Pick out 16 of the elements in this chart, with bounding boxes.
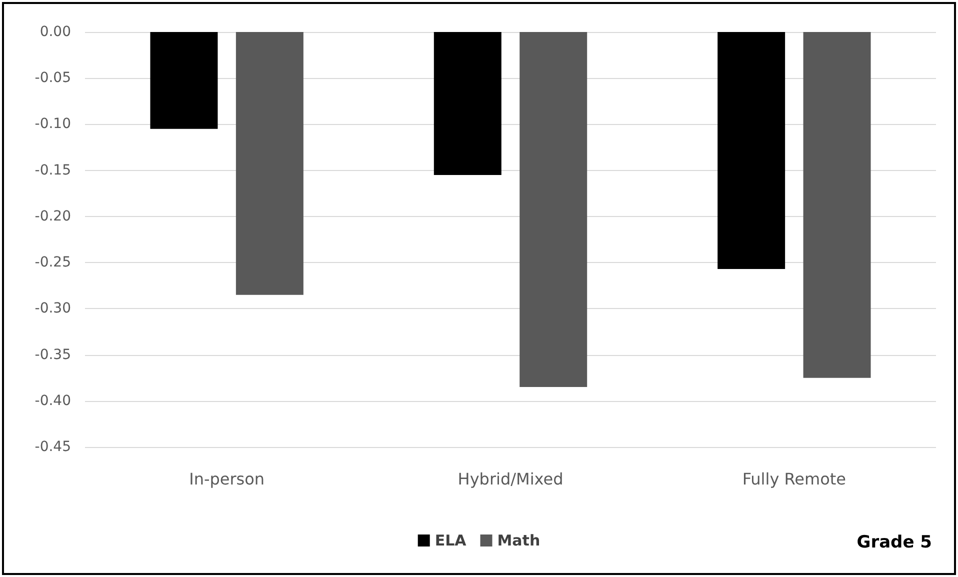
y-tick-label: -0.45	[34, 439, 71, 455]
y-tick-label: -0.35	[34, 346, 71, 363]
y-tick-label: -0.20	[34, 208, 71, 224]
legend-label: Math	[497, 532, 540, 550]
x-tick-label: Hybrid/Mixed	[458, 470, 564, 488]
x-tick-label: Fully Remote	[742, 470, 846, 488]
y-tick-label: -0.10	[34, 116, 71, 132]
y-tick-label: -0.40	[34, 392, 71, 409]
y-tick-label: -0.25	[34, 254, 71, 271]
y-tick-label: -0.15	[34, 162, 71, 178]
y-tick-label: 0.00	[40, 24, 71, 40]
y-tick-label: -0.05	[34, 70, 71, 86]
legend-label: ELA	[434, 532, 467, 550]
y-tick-label: -0.30	[34, 300, 71, 317]
x-tick-label: In-person	[189, 470, 265, 488]
text: Grade 5	[856, 532, 932, 552]
